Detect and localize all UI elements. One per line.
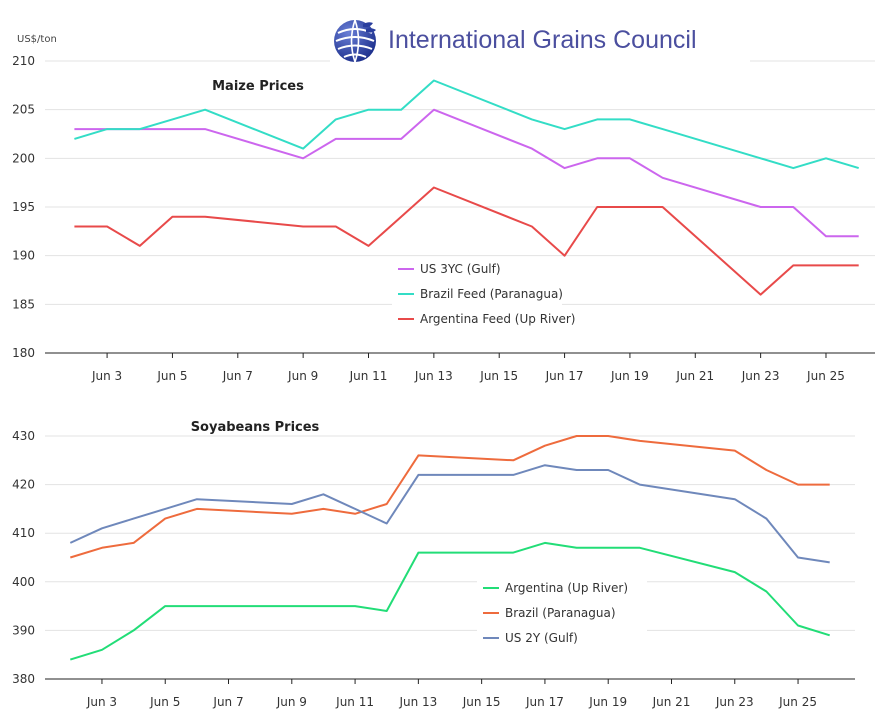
legend-label: US 3YC (Gulf) [420, 262, 501, 276]
y-unit-label: US$/ton [17, 34, 57, 45]
x-tick-label: Jun 21 [675, 369, 714, 383]
y-tick-label: 210 [12, 54, 35, 68]
x-tick-label: Jun 3 [86, 695, 117, 709]
x-tick-label: Jun 9 [287, 369, 318, 383]
x-tick-label: Jun 17 [545, 369, 584, 383]
x-tick-label: Jun 13 [398, 695, 437, 709]
y-tick-label: 180 [12, 346, 35, 360]
x-tick-label: Jun 9 [276, 695, 307, 709]
x-tick-label: Jun 5 [149, 695, 180, 709]
x-tick-label: Jun 25 [806, 369, 845, 383]
series-line [69, 464, 830, 564]
series-line [70, 541, 830, 661]
y-tick-label: 205 [12, 103, 35, 117]
legend-label: Brazil (Paranagua) [505, 606, 616, 620]
x-tick-label: Jun 3 [91, 369, 122, 383]
x-tick-label: Jun 19 [588, 695, 627, 709]
y-tick-label: 400 [12, 575, 35, 589]
legend-label: Argentina (Up River) [505, 581, 628, 595]
series-line [74, 108, 859, 238]
legend-label: Argentina Feed (Up River) [420, 312, 575, 326]
series-line [74, 79, 859, 170]
x-tick-label: Jun 7 [212, 695, 243, 709]
y-tick-label: 190 [12, 249, 35, 263]
y-tick-label: 420 [12, 478, 35, 492]
x-tick-label: Jun 15 [462, 695, 501, 709]
y-tick-label: 410 [12, 526, 35, 540]
chart-title: Maize Prices [212, 79, 304, 94]
x-tick-label: Jun 23 [741, 369, 780, 383]
legend-label: US 2Y (Gulf) [505, 631, 578, 645]
y-tick-label: 430 [12, 429, 35, 443]
chart-title: Soyabeans Prices [191, 420, 320, 435]
x-tick-label: Jun 15 [479, 369, 518, 383]
x-tick-label: Jun 13 [414, 369, 453, 383]
x-tick-label: Jun 11 [335, 695, 374, 709]
x-tick-label: Jun 7 [222, 369, 253, 383]
legend-box [392, 257, 562, 338]
y-tick-label: 195 [12, 200, 35, 214]
x-tick-label: Jun 21 [652, 695, 691, 709]
y-tick-label: 200 [12, 151, 35, 165]
y-tick-label: 185 [12, 297, 35, 311]
globe-logo-icon [334, 19, 376, 63]
brand-header: International Grains Council [330, 12, 750, 68]
x-tick-label: Jun 25 [778, 695, 817, 709]
x-tick-label: Jun 11 [349, 369, 388, 383]
series-line [74, 186, 859, 296]
legend-label: Brazil Feed (Paranagua) [420, 287, 563, 301]
series-line [70, 435, 830, 559]
x-tick-label: Jun 19 [610, 369, 649, 383]
legend-box [477, 576, 647, 657]
x-tick-label: Jun 5 [156, 369, 187, 383]
y-tick-label: 380 [12, 672, 35, 686]
y-tick-label: 390 [12, 623, 35, 637]
x-tick-label: Jun 23 [715, 695, 754, 709]
x-tick-label: Jun 17 [525, 695, 564, 709]
brand-title: International Grains Council [388, 25, 697, 54]
